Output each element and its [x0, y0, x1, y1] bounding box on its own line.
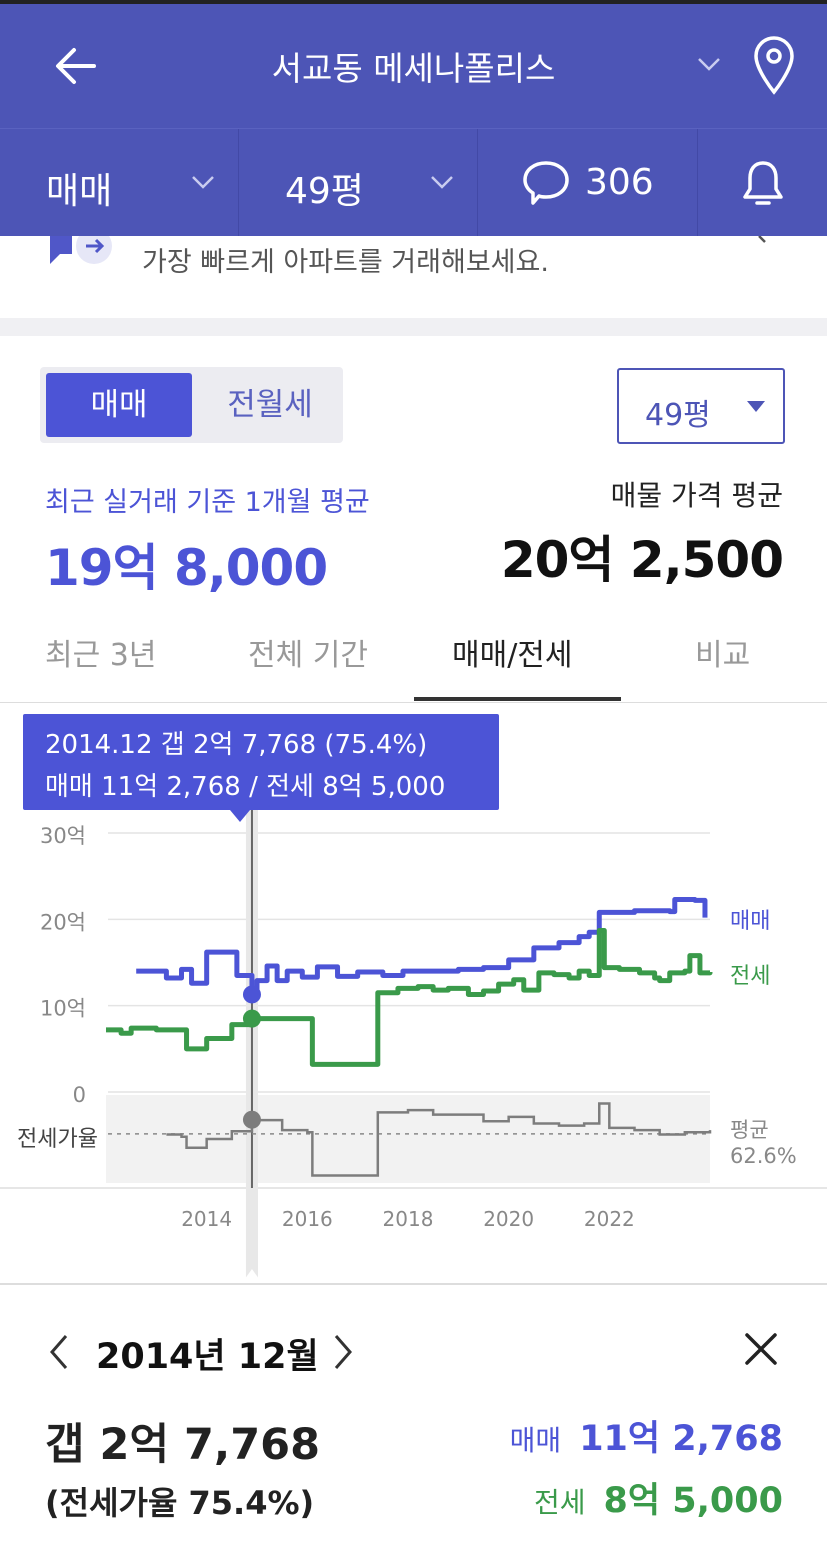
y-tick-label: 30억 — [40, 824, 86, 848]
recent-price-label: 최근 실거래 기준 1개월 평균 — [45, 487, 370, 518]
y-tick-label: 10억 — [40, 997, 86, 1021]
tab-compare[interactable]: 비교 — [695, 638, 751, 673]
tab-sale-jeonse[interactable]: 매매/전세 — [452, 638, 573, 673]
selected-ratio-dot — [242, 1110, 261, 1129]
detail-jeonse-value: 8억 5,000 — [603, 1481, 783, 1521]
chevron-down-icon — [431, 176, 453, 189]
toggle-sale[interactable]: 매매 — [46, 373, 192, 437]
gap-amount: 갭 2억 7,768 — [45, 1420, 320, 1470]
deal-type-toggle: 매매 전월세 — [40, 367, 343, 443]
size-select-value: 49평 — [645, 398, 711, 433]
size-label: 49평 — [285, 171, 364, 212]
speech-bubble-icon — [523, 161, 569, 205]
notification-button[interactable] — [698, 129, 827, 237]
ratio-average-value: 62.6% — [730, 1144, 797, 1168]
ratio-band — [106, 1095, 710, 1183]
tooltip-line-1: 2014.12 갭 2억 7,768 (75.4%) — [45, 730, 428, 760]
trade-type-label: 매매 — [46, 171, 113, 212]
chevron-right-icon[interactable] — [330, 1332, 356, 1372]
x-tick-label: 2014 — [181, 1207, 232, 1231]
recent-price-value: 19억 8,000 — [45, 539, 328, 597]
detail-sale-value: 11억 2,768 — [579, 1419, 783, 1459]
sale-series-label: 매매 — [730, 909, 770, 934]
size-select[interactable]: 49평 — [617, 368, 785, 444]
ratio-label: 전세가율 — [17, 1127, 98, 1152]
tab-all-period[interactable]: 전체 기간 — [248, 638, 368, 673]
ratio-average-label: 평균 — [730, 1118, 769, 1142]
selected-sale-dot — [242, 985, 261, 1004]
filter-bar: 매매 49평 306 — [0, 128, 827, 237]
detail-date: 2014년 12월 — [96, 1337, 319, 1377]
chevron-down-icon — [192, 176, 214, 189]
chat-arrow-icon — [50, 236, 112, 264]
comment-count: 306 — [585, 162, 654, 203]
listing-price-value: 20억 2,500 — [500, 531, 784, 589]
selected-jeonse-dot — [242, 1009, 261, 1028]
x-tick-label: 2022 — [584, 1207, 635, 1231]
chevron-left-icon[interactable] — [46, 1332, 72, 1372]
chevron-right-icon — [758, 236, 766, 243]
banner-text: 가장 빠르게 아파트를 거래해보세요. — [142, 247, 549, 278]
chevron-down-icon[interactable] — [695, 54, 723, 74]
comments-button[interactable]: 306 — [478, 129, 698, 237]
x-tick-label: 2020 — [483, 1207, 534, 1231]
location-pin-icon[interactable] — [752, 36, 796, 96]
bell-icon — [743, 161, 783, 205]
jeonse-ratio: (전세가율 75.4%) — [45, 1484, 315, 1522]
detail-sale: 매매 11억 2,768 — [510, 1410, 783, 1461]
close-icon[interactable] — [742, 1330, 780, 1368]
page-title[interactable]: 서교동 메세나폴리스 — [271, 49, 556, 88]
listing-price-label: 매물 가격 평균 — [610, 479, 783, 512]
jeonse-series-line — [106, 928, 713, 1067]
x-tick-label: 2018 — [383, 1207, 434, 1231]
tab-divider — [0, 702, 827, 703]
selection-notch — [241, 1269, 262, 1283]
sale-series-line — [136, 896, 708, 997]
chart-tooltip: 2014.12 갭 2억 7,768 (75.4%) 매매 11억 2,768 … — [23, 714, 499, 822]
back-arrow-icon[interactable] — [50, 38, 106, 94]
tab-recent-3y[interactable]: 최근 3년 — [45, 638, 157, 673]
ratio-series-line — [166, 1102, 712, 1177]
caret-down-icon — [747, 401, 765, 412]
status-strip — [0, 0, 827, 4]
detail-sale-label: 매매 — [509, 1424, 562, 1457]
y-tick-label: 20억 — [40, 910, 86, 934]
detail-jeonse-label: 전세 — [534, 1486, 586, 1519]
promo-banner[interactable]: 가장 빠르게 아파트를 거래해보세요. — [0, 236, 827, 318]
detail-divider — [0, 1283, 827, 1285]
app-header: 서교동 메세나폴리스 — [0, 4, 827, 128]
x-tick-label: 2016 — [282, 1207, 333, 1231]
jeonse-series-label: 전세 — [730, 964, 770, 989]
trade-type-dropdown[interactable]: 매매 — [0, 129, 239, 237]
size-dropdown[interactable]: 49평 — [239, 129, 478, 237]
active-tab-indicator — [414, 697, 621, 701]
tooltip-line-2: 매매 11억 2,768 / 전세 8억 5,000 — [45, 772, 446, 802]
toggle-rent[interactable]: 전월세 — [227, 387, 313, 423]
detail-jeonse: 전세 8억 5,000 — [534, 1472, 783, 1523]
section-divider — [0, 318, 827, 336]
y-tick-label: 0 — [73, 1083, 86, 1107]
tooltip-pointer — [230, 810, 250, 822]
